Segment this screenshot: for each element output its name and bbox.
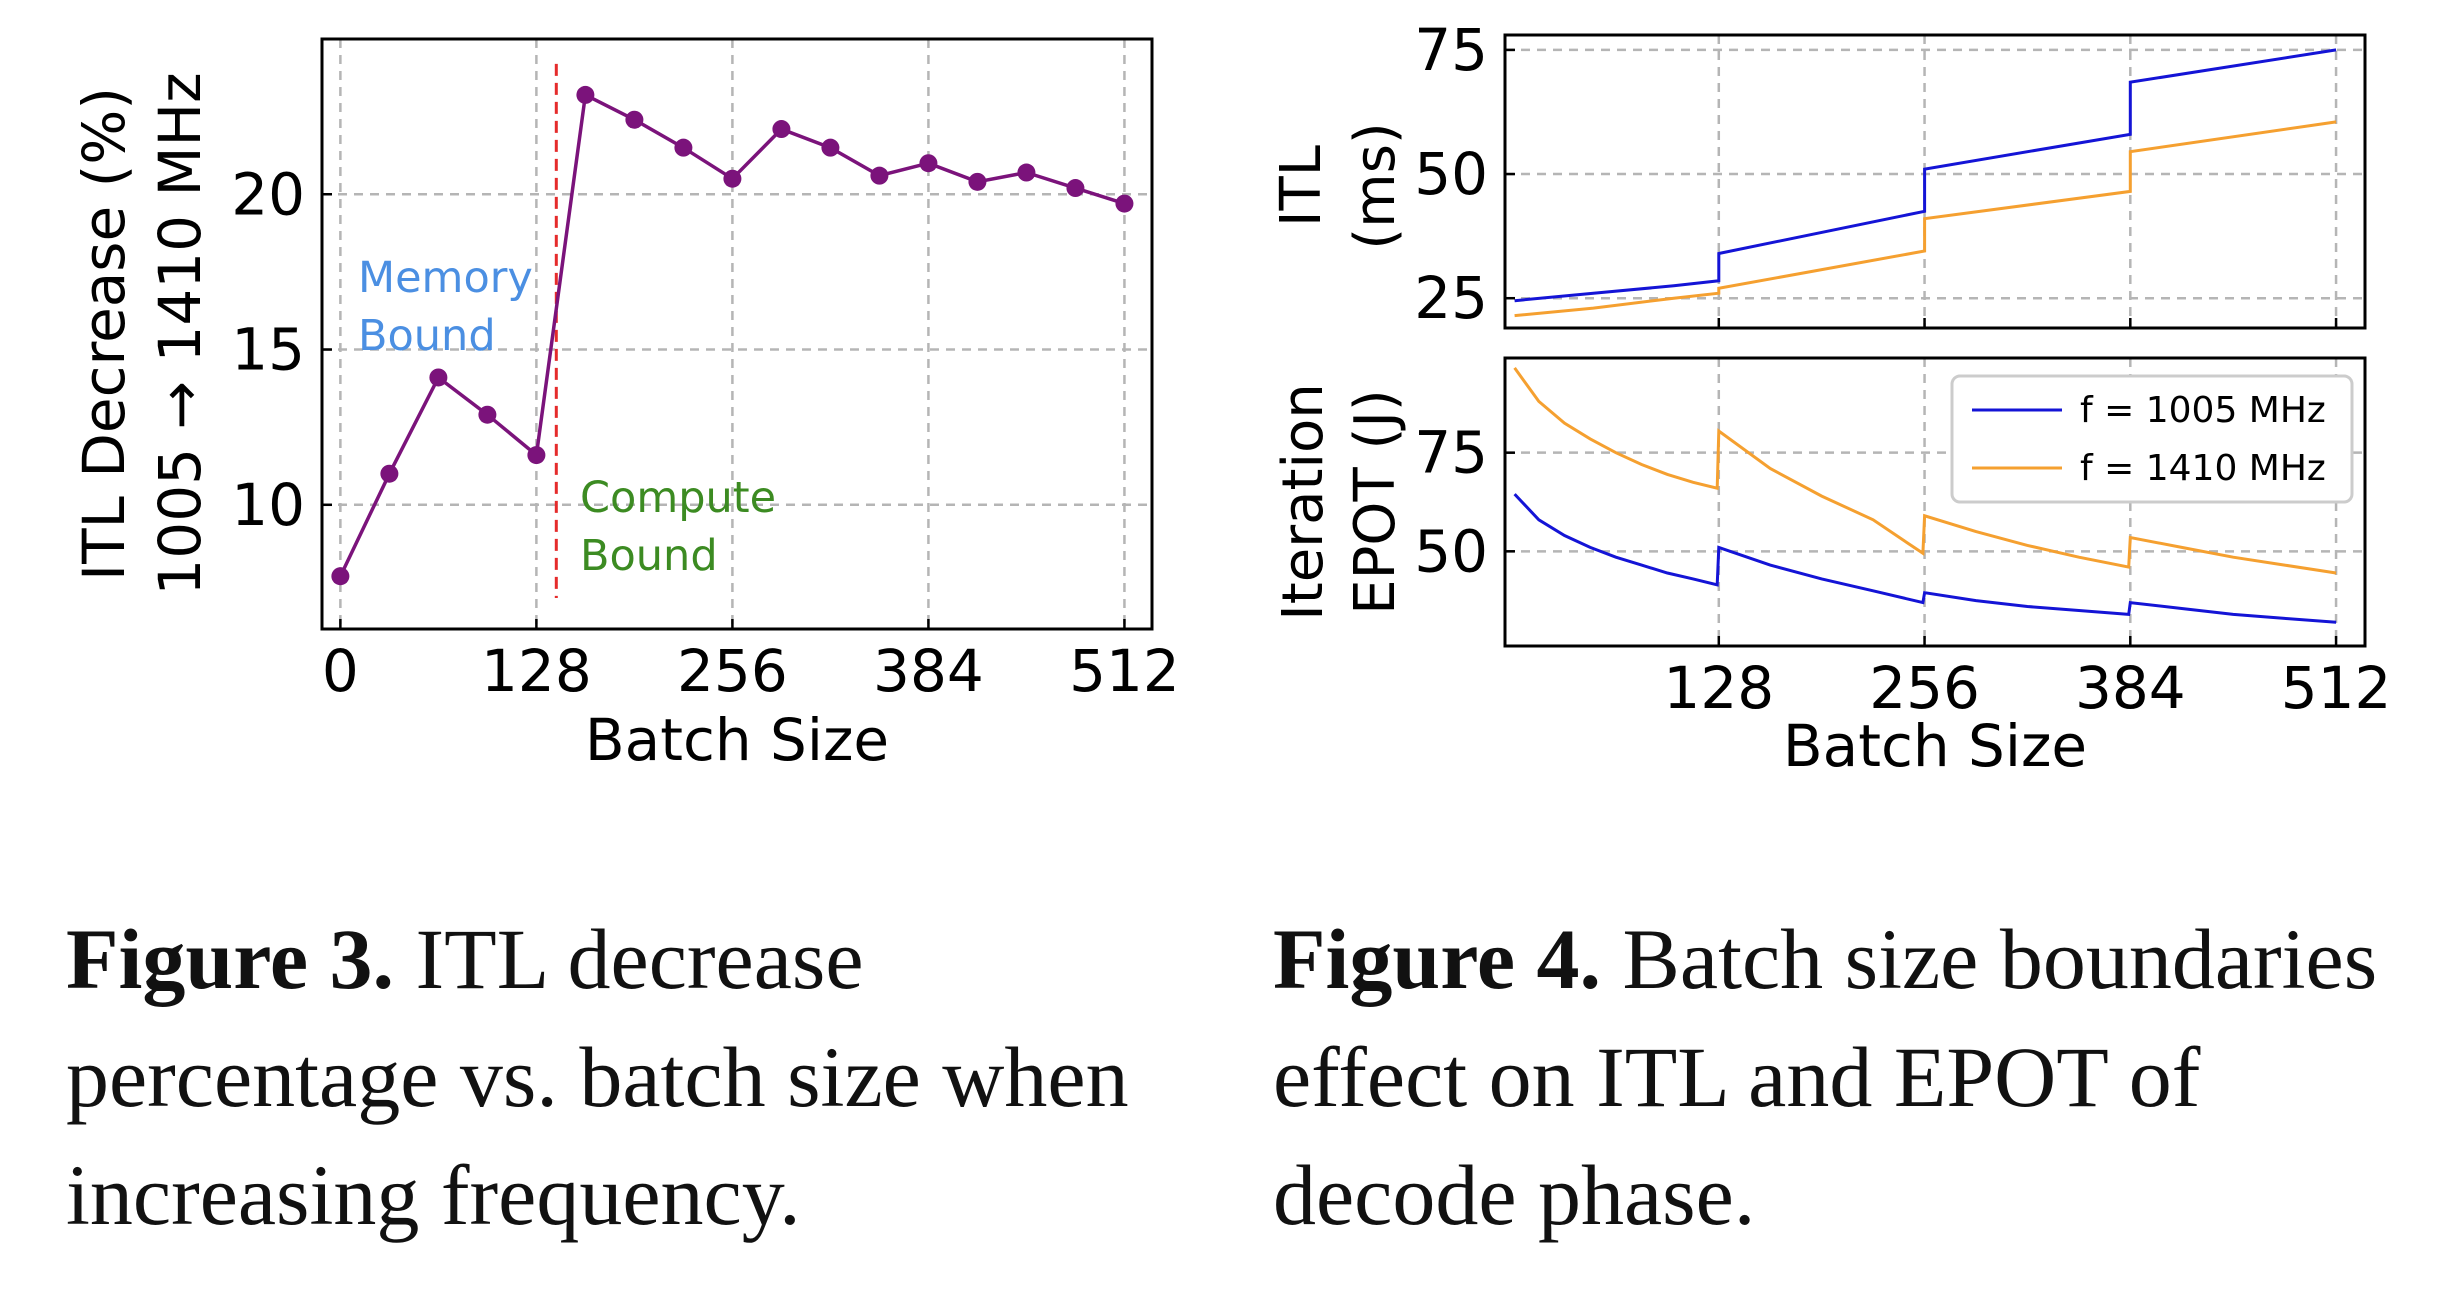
y-tick-label: 75 — [1414, 419, 1488, 487]
x-tick-label: 384 — [2075, 654, 2186, 722]
itl-decrease-point — [527, 446, 546, 465]
y-tick-label: 75 — [1414, 16, 1488, 84]
itl-decrease-point — [625, 110, 644, 129]
itl-decrease-point — [772, 120, 791, 139]
figure-3-series — [331, 85, 1134, 586]
memory-bound-label-line2: Bound — [358, 311, 496, 361]
itl-decrease-point — [429, 368, 448, 387]
x-tick-label: 0 — [322, 637, 359, 705]
itl-decrease-point — [1017, 163, 1036, 182]
itl-decrease-point — [968, 172, 987, 191]
legend-label-1410: f = 1410 MHz — [2080, 448, 2326, 489]
figure-4-caption: Figure 4. Batch size boundaries effect o… — [1273, 900, 2433, 1254]
itl-decrease-point — [331, 567, 350, 586]
figure-4-itl-y-label-line1: ITL — [1269, 145, 1334, 227]
figure-3-y-axis-label-line2: 1005 → 1410 MHz — [146, 72, 214, 595]
legend-label-1005: f = 1005 MHz — [2080, 390, 2326, 431]
figure-4-epot-ticks: 128 256 384 512 50 75 — [1414, 419, 2391, 722]
figure-4-epot-series — [1513, 367, 2337, 624]
figure-4-caption-label: Figure 4. — [1273, 911, 1602, 1007]
figure-3-caption: Figure 3. ITL decrease percentage vs. ba… — [66, 900, 1216, 1254]
itl-decrease-point — [1115, 194, 1134, 213]
figures-canvas: 0 128 256 384 512 10 15 20 Memory Bound Compute… — [70, 16, 2391, 780]
series-line-1410 — [1514, 120, 2337, 318]
itl-decrease-point — [576, 85, 595, 104]
figure-3-caption-label: Figure 3. — [66, 911, 395, 1007]
figure-4-epot-y-label-line1: Iteration — [1271, 383, 1336, 621]
itl-decrease-point — [1066, 179, 1085, 198]
x-tick-label: 256 — [1869, 654, 1980, 722]
itl-decrease-point — [674, 138, 693, 157]
figure-3-x-axis-label: Batch Size — [585, 706, 889, 774]
y-tick-label: 50 — [1414, 140, 1488, 208]
figure-4-itl-y-label-line2: (ms) — [1343, 122, 1408, 249]
legend-box — [1950, 374, 2354, 504]
x-tick-label: 256 — [677, 637, 788, 705]
x-tick-label: 128 — [1663, 654, 1774, 722]
y-tick-label: 15 — [231, 316, 305, 384]
x-tick-label: 384 — [873, 637, 984, 705]
figure-3-caption-text: ITL decrease percentage vs. batch size w… — [66, 911, 1129, 1243]
x-tick-label: 512 — [2281, 654, 2392, 722]
x-tick-label: 128 — [481, 637, 592, 705]
figure-3-chart: 0 128 256 384 512 10 15 20 Memory Bound Compute… — [70, 37, 1180, 774]
figure-3-plot-frame — [320, 37, 1154, 631]
y-tick-label: 25 — [1414, 264, 1488, 332]
itl-decrease-point — [821, 138, 840, 157]
figure-4-itl-series — [1514, 48, 2337, 318]
figure-4-itl-frame — [1503, 33, 2367, 330]
series-line-1005 — [1513, 493, 2337, 624]
figure-3-ticks: 0 128 256 384 512 10 15 20 — [231, 160, 1180, 705]
figure-4-chart: 25 50 75 ITL (ms) 128 256 384 512 50 75 Iterati… — [1269, 16, 2391, 780]
compute-bound-label-line1: Compute — [580, 473, 776, 523]
y-tick-label: 50 — [1414, 517, 1488, 585]
series-line-1410 — [1513, 367, 2337, 575]
x-tick-label: 512 — [1069, 637, 1180, 705]
figure-4-legend: f = 1005 MHz f = 1410 MHz — [1950, 374, 2354, 504]
figure-3-y-axis-label-line1: ITL Decrease (%) — [70, 87, 138, 581]
itl-decrease-point — [380, 464, 399, 483]
figure-4-itl-grid — [1505, 35, 2365, 328]
figure-4-epot-frame — [1503, 356, 2367, 648]
itl-decrease-point — [870, 166, 889, 185]
itl-decrease-point — [919, 154, 938, 173]
figure-4-caption-text: Batch size boundaries effect on ITL and … — [1273, 911, 2378, 1243]
itl-decrease-point — [723, 169, 742, 188]
figure-3-grid — [322, 39, 1152, 629]
figure-4-x-axis-label: Batch Size — [1783, 712, 2087, 780]
y-tick-label: 10 — [231, 471, 305, 539]
series-line-1005 — [1514, 48, 2337, 303]
memory-bound-label-line1: Memory — [358, 253, 533, 303]
figure-4-epot-y-label-line2: EPOT (J) — [1343, 389, 1408, 614]
itl-decrease-point — [478, 405, 497, 424]
compute-bound-label-line2: Bound — [580, 531, 718, 581]
y-tick-label: 20 — [231, 160, 305, 228]
figure-4-itl-ticks: 25 50 75 — [1414, 16, 2338, 332]
